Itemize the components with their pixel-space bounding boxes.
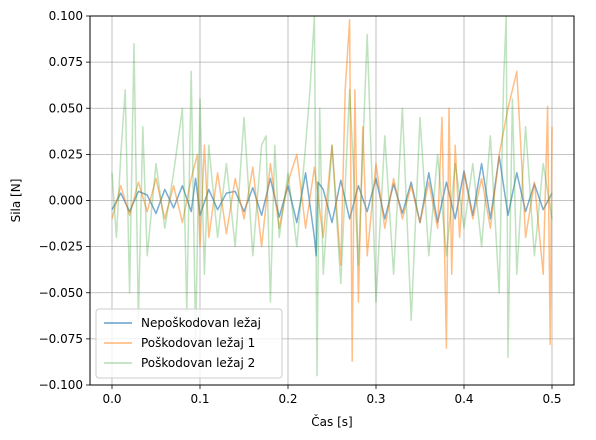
series-line-3 xyxy=(111,16,553,377)
y-tick-label: 0.000 xyxy=(49,194,83,208)
legend-label: Poškodovan ležaj 2 xyxy=(141,356,255,370)
x-tick-label: 0.4 xyxy=(454,392,473,406)
y-tick-label: 0.075 xyxy=(49,55,83,69)
series-layer xyxy=(111,16,553,377)
y-axis-label: Sila [N] xyxy=(9,179,23,223)
y-tick-label: −0.025 xyxy=(39,240,83,254)
y-tick-label: −0.075 xyxy=(39,332,83,346)
x-axis-ticks: 0.0 0.1 0.2 0.3 0.4 0.5 xyxy=(102,385,562,406)
y-tick-label: 0.050 xyxy=(49,101,83,115)
legend-box xyxy=(95,308,283,379)
y-tick-label: 0.100 xyxy=(49,9,83,23)
y-tick-label: 0.025 xyxy=(49,147,83,161)
y-tick-label: −0.100 xyxy=(39,378,83,392)
series-line-1 xyxy=(111,155,553,257)
x-tick-label: 0.0 xyxy=(102,392,121,406)
y-tick-label: −0.050 xyxy=(39,286,83,300)
x-tick-label: 0.3 xyxy=(366,392,385,406)
y-axis-ticks: −0.100 −0.075 −0.050 −0.025 0.000 0.025 0.050 0… xyxy=(39,9,90,392)
legend: Nepoškodovan ležaj Poškodovan ležaj 1 Pošk… xyxy=(95,308,283,379)
legend-label: Poškodovan ležaj 1 xyxy=(141,336,255,350)
series-line-2 xyxy=(111,18,553,362)
x-tick-label: 0.5 xyxy=(542,392,561,406)
x-tick-label: 0.1 xyxy=(190,392,209,406)
x-axis-label: Čas [s] xyxy=(311,414,352,429)
legend-label: Nepoškodovan ležaj xyxy=(141,316,261,330)
x-tick-label: 0.2 xyxy=(278,392,297,406)
